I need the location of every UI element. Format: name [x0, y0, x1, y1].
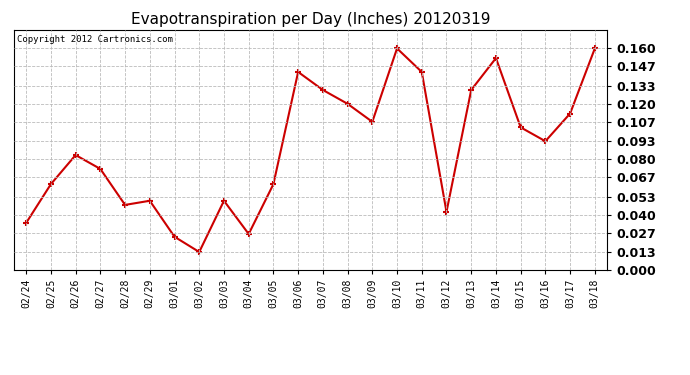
Title: Evapotranspiration per Day (Inches) 20120319: Evapotranspiration per Day (Inches) 2012…	[130, 12, 491, 27]
Text: Copyright 2012 Cartronics.com: Copyright 2012 Cartronics.com	[17, 35, 172, 44]
